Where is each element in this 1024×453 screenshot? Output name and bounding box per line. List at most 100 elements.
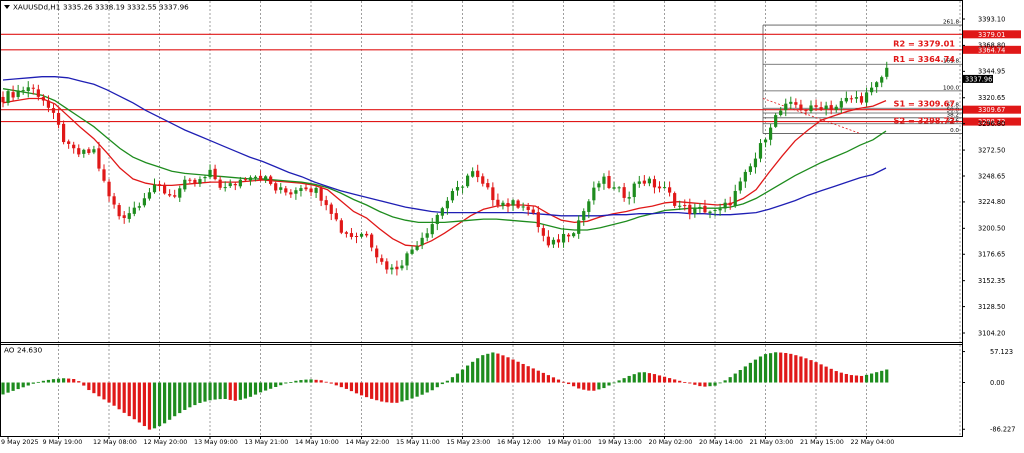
price-tick-label: 3368.80 bbox=[978, 42, 1005, 50]
ao-bar bbox=[597, 382, 601, 390]
candle bbox=[652, 175, 657, 194]
candle-body bbox=[26, 87, 30, 92]
ao-bar bbox=[637, 372, 641, 383]
ao-bar bbox=[16, 382, 20, 390]
candle-body bbox=[880, 77, 884, 83]
candle-body bbox=[243, 179, 247, 181]
candle-body bbox=[779, 110, 783, 115]
ao-bar bbox=[521, 363, 525, 383]
indicator-header: AO 24.630 bbox=[4, 346, 43, 355]
candle bbox=[41, 94, 45, 106]
ao-tick-label: 57.123 bbox=[990, 348, 1013, 356]
candle bbox=[491, 182, 495, 207]
candle-body bbox=[516, 200, 520, 208]
candle-body bbox=[875, 82, 879, 88]
candle bbox=[178, 185, 182, 202]
ao-bar bbox=[258, 382, 263, 393]
candle-body bbox=[344, 232, 348, 234]
ao-bar bbox=[834, 371, 838, 383]
candle-body bbox=[834, 106, 838, 110]
candle-body bbox=[208, 169, 212, 178]
candle bbox=[16, 84, 20, 100]
candle-body bbox=[21, 90, 25, 92]
candle bbox=[733, 184, 737, 208]
candle-body bbox=[617, 187, 621, 189]
ao-bar bbox=[703, 382, 707, 387]
candle bbox=[723, 198, 727, 213]
candle bbox=[193, 178, 197, 187]
ao-bar bbox=[380, 382, 384, 402]
candle bbox=[481, 173, 485, 187]
ao-bar bbox=[662, 376, 667, 383]
ao-bar bbox=[400, 382, 404, 402]
ao-bar bbox=[359, 382, 364, 396]
candle bbox=[163, 182, 167, 195]
candle bbox=[763, 138, 768, 148]
candle bbox=[804, 108, 808, 116]
ao-bar bbox=[536, 370, 540, 383]
candle-body bbox=[218, 179, 222, 188]
candle-body bbox=[693, 207, 697, 214]
candle-body bbox=[269, 176, 273, 184]
candle bbox=[127, 206, 131, 223]
time-tick-label: 20 May 14:00 bbox=[699, 438, 743, 446]
ao-bar bbox=[819, 364, 823, 383]
candle-body bbox=[16, 90, 20, 97]
candle bbox=[794, 98, 798, 109]
candle bbox=[769, 123, 773, 146]
ao-bar bbox=[440, 382, 444, 385]
ao-bar bbox=[349, 382, 354, 392]
ao-bar bbox=[213, 382, 217, 400]
ao-bar bbox=[365, 382, 369, 398]
candle-body bbox=[97, 148, 101, 169]
candle bbox=[849, 95, 853, 103]
ao-bar bbox=[163, 382, 167, 424]
time-tick-label: 15 May 23:00 bbox=[447, 438, 491, 446]
last-price-tag-text: 3337.96 bbox=[965, 75, 992, 83]
candle bbox=[784, 98, 788, 117]
candle-body bbox=[198, 179, 202, 184]
candle-body bbox=[455, 187, 460, 191]
ao-bar bbox=[668, 378, 672, 383]
price-tick-label: 3248.65 bbox=[978, 172, 1005, 180]
ao-bar bbox=[875, 372, 879, 383]
ao-bar bbox=[385, 382, 389, 403]
ao-bar bbox=[112, 382, 116, 406]
ao-bar bbox=[415, 382, 419, 397]
ao-bar bbox=[885, 369, 889, 383]
ao-bar bbox=[405, 382, 409, 401]
candle bbox=[698, 203, 702, 214]
ao-bar bbox=[587, 382, 591, 391]
candle-body bbox=[637, 181, 641, 184]
candle-body bbox=[56, 112, 61, 125]
candle-body bbox=[183, 179, 187, 190]
candle-body bbox=[481, 176, 485, 184]
ao-bar bbox=[127, 382, 131, 417]
ao-bar bbox=[723, 380, 727, 383]
ao-bar bbox=[92, 382, 96, 394]
candle bbox=[284, 185, 288, 196]
candle-body bbox=[491, 187, 495, 201]
price-tick-label: 3200.50 bbox=[978, 225, 1005, 233]
pivot-price-tag-text: 3309.67 bbox=[978, 106, 1005, 114]
candle bbox=[829, 100, 833, 115]
candle-body bbox=[72, 144, 76, 149]
candle bbox=[587, 199, 591, 219]
candle-body bbox=[668, 187, 672, 193]
ao-bar bbox=[137, 382, 141, 423]
candle-body bbox=[809, 105, 813, 112]
candle-body bbox=[178, 188, 182, 198]
candle-body bbox=[375, 248, 379, 258]
dropdown-triangle-icon[interactable] bbox=[4, 5, 10, 9]
candle bbox=[188, 177, 192, 183]
ao-bar bbox=[390, 382, 394, 403]
price-tick-label: 3152.35 bbox=[978, 277, 1005, 285]
candle bbox=[758, 139, 763, 163]
candle-body bbox=[112, 196, 116, 205]
candle bbox=[132, 201, 136, 217]
candle bbox=[334, 208, 338, 222]
candle-body bbox=[264, 176, 268, 181]
symbol-label: XAUUSDd,H1 bbox=[13, 3, 60, 12]
ao-bar bbox=[450, 377, 455, 383]
